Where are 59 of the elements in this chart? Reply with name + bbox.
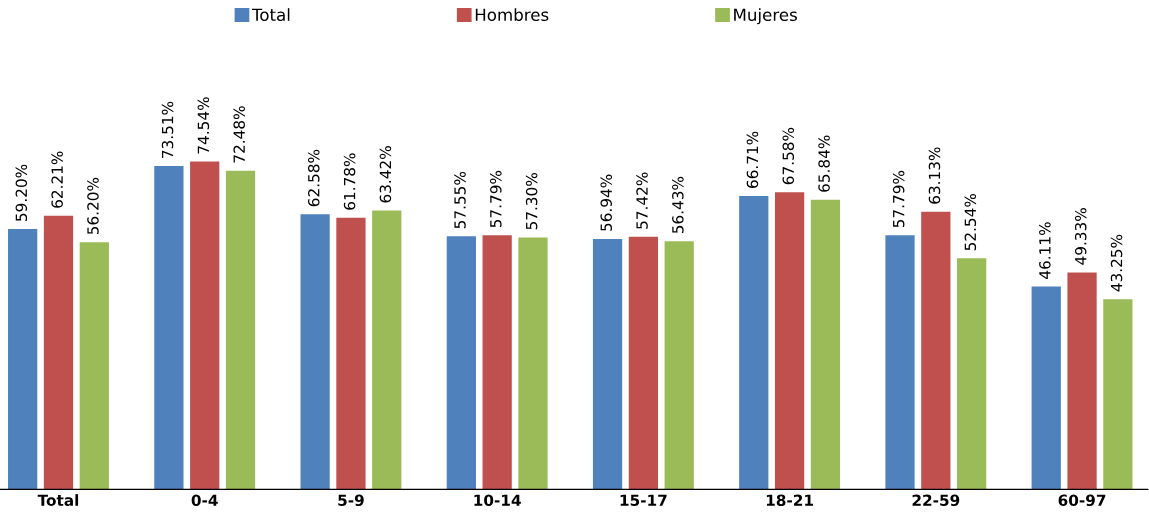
data-label: 65.84%	[818, 135, 830, 192]
x-tick-label: 18-21	[766, 494, 813, 507]
bar	[336, 217, 366, 490]
bar	[300, 214, 330, 490]
data-label: 49.33%	[1074, 208, 1087, 265]
bar	[885, 235, 915, 490]
data-label: 56.20%	[87, 177, 99, 235]
bar	[482, 235, 512, 490]
bar	[1067, 272, 1097, 490]
bar	[664, 241, 694, 490]
x-tick-label: 5-9	[338, 494, 364, 507]
data-label: 56.94%	[600, 174, 612, 231]
bar	[225, 170, 256, 490]
data-label: 57.55%	[454, 171, 466, 229]
bar	[921, 211, 951, 490]
bar	[774, 192, 805, 490]
legend-label: Mujeres	[734, 8, 797, 25]
bar	[739, 196, 769, 490]
data-label: 57.79%	[490, 170, 502, 228]
x-tick-label: 10-14	[474, 494, 521, 507]
data-label: 56.43%	[672, 176, 684, 234]
data-label: 46.11%	[1039, 222, 1051, 279]
bar	[810, 199, 841, 490]
legend-label: Total	[251, 8, 290, 22]
bar	[592, 238, 623, 490]
data-label: 74.54%	[197, 97, 210, 154]
bar	[518, 237, 548, 490]
bar	[1031, 286, 1061, 490]
x-tick-label: Total	[37, 494, 79, 507]
data-label: 57.42%	[636, 172, 648, 229]
data-label: 66.71%	[746, 131, 759, 188]
bar	[372, 210, 402, 490]
bar	[190, 161, 220, 490]
data-label: 63.13%	[928, 147, 941, 204]
data-label: 73.51%	[161, 101, 174, 158]
bar	[446, 236, 476, 490]
data-label: 57.30%	[525, 173, 538, 230]
bar	[1103, 299, 1133, 490]
data-label: 43.25%	[1110, 234, 1123, 292]
data-label: 63.42%	[379, 146, 392, 203]
data-label: 62.21%	[51, 151, 63, 208]
bar	[79, 242, 109, 490]
bar	[43, 215, 74, 490]
bar	[154, 166, 184, 490]
bar	[628, 236, 658, 490]
data-label: 59.20%	[15, 164, 28, 221]
data-label: 67.58%	[782, 127, 795, 185]
bar	[957, 258, 987, 490]
x-tick-label: 15-17	[620, 494, 667, 507]
data-label: 61.78%	[343, 153, 356, 210]
data-label: 72.48%	[233, 106, 245, 163]
legend-label: Hombres	[475, 8, 549, 22]
data-label: 57.79%	[892, 170, 905, 228]
bar	[8, 229, 38, 490]
data-label: 62.58%	[307, 149, 320, 207]
x-tick-label: 22-59	[912, 494, 960, 507]
x-tick-label: 0-4	[191, 494, 218, 507]
x-tick-label: 60-97	[1058, 494, 1106, 507]
data-label: 52.54%	[964, 193, 977, 251]
